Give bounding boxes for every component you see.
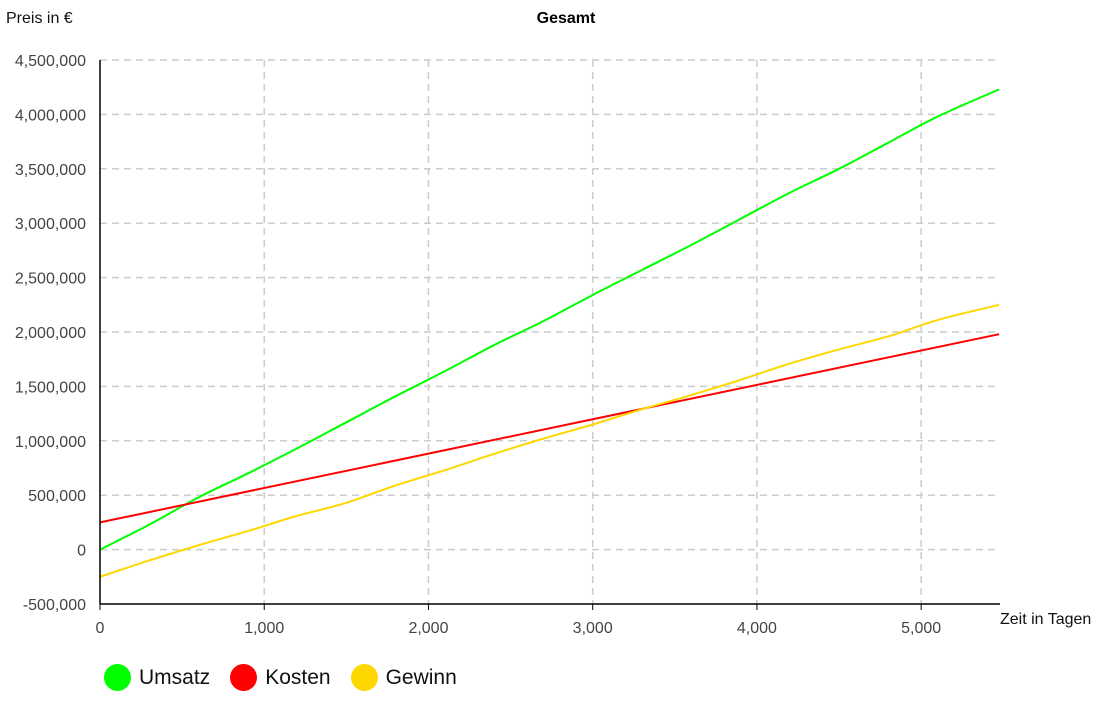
y-tick-label: 4,000,000 <box>15 107 86 124</box>
y-tick-label: 4,500,000 <box>15 53 86 70</box>
legend-item-kosten[interactable]: Kosten <box>230 664 331 691</box>
y-tick-label: 1,500,000 <box>15 379 86 396</box>
y-tick-label: 500,000 <box>28 488 86 505</box>
legend-label-gewinn: Gewinn <box>385 665 457 689</box>
grid-lines <box>100 59 1000 604</box>
axes <box>99 60 1000 610</box>
series-lines <box>99 88 1000 578</box>
y-tick-label: 0 <box>77 543 86 560</box>
series-line-umsatz <box>99 88 1000 551</box>
chart-title: Gesamt <box>537 10 596 27</box>
y-axis-title: Preis in € <box>6 10 73 27</box>
x-axis-title: Zeit in Tagen <box>1000 611 1091 628</box>
x-tick-label: 5,000 <box>901 620 941 637</box>
y-tick-label: 3,000,000 <box>15 216 86 233</box>
y-tick-label: 2,000,000 <box>15 325 86 342</box>
legend-item-umsatz[interactable]: Umsatz <box>104 664 210 691</box>
series-line-gewinn <box>99 303 1000 578</box>
y-tick-label: 2,500,000 <box>15 271 86 288</box>
x-tick-label: 3,000 <box>573 620 613 637</box>
legend-item-gewinn[interactable]: Gewinn <box>350 664 457 691</box>
legend-swatch-gewinn <box>350 664 378 691</box>
y-tick-label: -500,000 <box>23 597 86 614</box>
legend-swatch-kosten <box>230 664 258 691</box>
x-tick-label: 1,000 <box>244 620 284 637</box>
x-tick-label: 0 <box>96 620 105 637</box>
series-line-kosten <box>99 333 1000 524</box>
line-chart: -500,000 0 500,000 1,000,000 1,500,000 2,000,… <box>6 10 1091 637</box>
legend-swatch-umsatz <box>104 664 131 691</box>
y-tick-label: 1,000,000 <box>15 434 86 451</box>
tick-labels: -500,000 0 500,000 1,000,000 1,500,000 2,000,… <box>15 53 941 637</box>
legend: Umsatz Kosten Gewinn <box>104 664 477 691</box>
legend-label-umsatz: Umsatz <box>139 665 211 689</box>
x-tick-label: 2,000 <box>408 620 448 637</box>
legend-label-kosten: Kosten <box>265 665 331 689</box>
y-tick-label: 3,500,000 <box>15 162 86 179</box>
x-tick-label: 4,000 <box>737 620 777 637</box>
